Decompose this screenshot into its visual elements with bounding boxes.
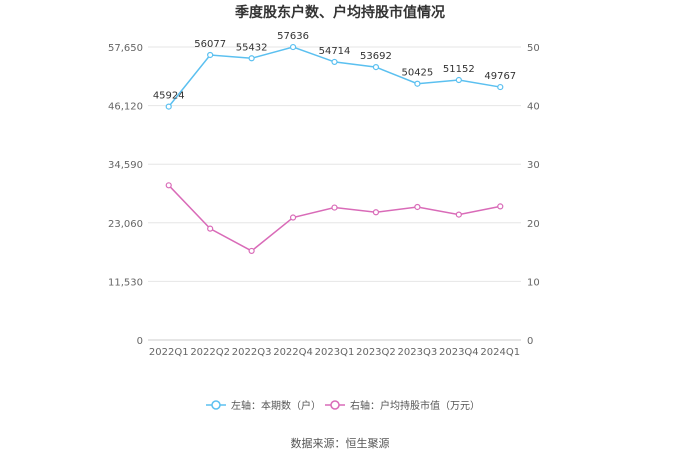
- data-point: [331, 58, 338, 66]
- data-label: 56077: [194, 39, 226, 50]
- x-tick-label: 2022Q1: [149, 347, 189, 358]
- x-tick-label: 2022Q3: [232, 347, 272, 358]
- data-label: 45924: [153, 91, 185, 102]
- legend-marker: [330, 400, 340, 410]
- right-tick-label: 20: [527, 219, 540, 230]
- left-axis-ticks: 0 11,530 23,060 34,590 46,120 57,650: [108, 43, 143, 347]
- left-tick-label: 34,590: [108, 160, 143, 171]
- legend-item-2[interactable]: 右轴：户均持股市值（万元）: [325, 399, 480, 412]
- x-tick-label: 2024Q1: [480, 347, 520, 358]
- legend-item-1[interactable]: 左轴：本期数（户）: [206, 399, 321, 412]
- data-label: 53692: [360, 51, 392, 62]
- data-point: [414, 80, 421, 87]
- series-line-2: [168, 184, 501, 252]
- series-layer: 45924 56077 55432 57636 54714 53692 50425 51152…: [153, 31, 516, 255]
- right-tick-label: 30: [527, 160, 540, 171]
- data-label: 50425: [401, 68, 433, 79]
- grid-lines: [148, 46, 521, 341]
- data-point: [165, 182, 172, 189]
- data-point: [289, 214, 297, 221]
- data-label: 51152: [443, 64, 475, 75]
- x-tick-label: 2023Q1: [315, 347, 355, 358]
- data-label: 54714: [319, 46, 351, 57]
- data-point: [248, 247, 255, 255]
- chart-title: 季度股东户数、户均持股市值情况: [234, 4, 445, 21]
- data-point: [414, 203, 421, 211]
- right-tick-label: 10: [527, 277, 540, 288]
- data-point: [497, 83, 504, 91]
- data-point: [455, 211, 462, 218]
- data-point: [455, 76, 462, 84]
- data-label: 57636: [277, 31, 309, 42]
- data-point: [248, 55, 255, 62]
- x-axis-ticks: 2022Q1 2022Q2 2022Q3 2022Q4 2023Q1 2023Q2 2023…: [149, 347, 520, 358]
- right-tick-label: 40: [527, 102, 540, 113]
- right-axis-ticks: 0 10 20 30 40 50: [527, 43, 540, 347]
- left-tick-label: 23,060: [108, 219, 143, 230]
- data-point: [165, 103, 172, 110]
- data-point: [497, 203, 504, 210]
- legend: 左轴：本期数（户） 右轴：户均持股市值（万元）: [206, 399, 480, 412]
- legend-label: 左轴：本期数（户）: [231, 399, 321, 412]
- left-tick-label: 0: [137, 336, 143, 347]
- x-tick-label: 2023Q2: [356, 347, 396, 358]
- right-tick-label: 0: [527, 336, 533, 347]
- data-point: [207, 225, 214, 232]
- x-tick-label: 2023Q4: [439, 347, 479, 358]
- left-tick-label: 46,120: [108, 102, 143, 113]
- data-point: [372, 64, 380, 71]
- left-tick-label: 11,530: [108, 277, 143, 288]
- legend-marker: [211, 400, 221, 410]
- data-label: 55432: [236, 42, 268, 53]
- legend-label: 右轴：户均持股市值（万元）: [350, 399, 480, 412]
- source-note: 数据来源：恒生聚源: [291, 436, 390, 450]
- data-point: [331, 204, 338, 211]
- x-tick-label: 2022Q2: [190, 347, 230, 358]
- x-tick-label: 2023Q3: [398, 347, 438, 358]
- right-tick-label: 50: [527, 43, 540, 54]
- x-tick-label: 2022Q4: [273, 347, 313, 358]
- data-point: [372, 209, 380, 216]
- data-point: [289, 43, 297, 51]
- data-point: [207, 51, 214, 59]
- data-label: 49767: [484, 71, 516, 82]
- left-tick-label: 57,650: [108, 43, 143, 54]
